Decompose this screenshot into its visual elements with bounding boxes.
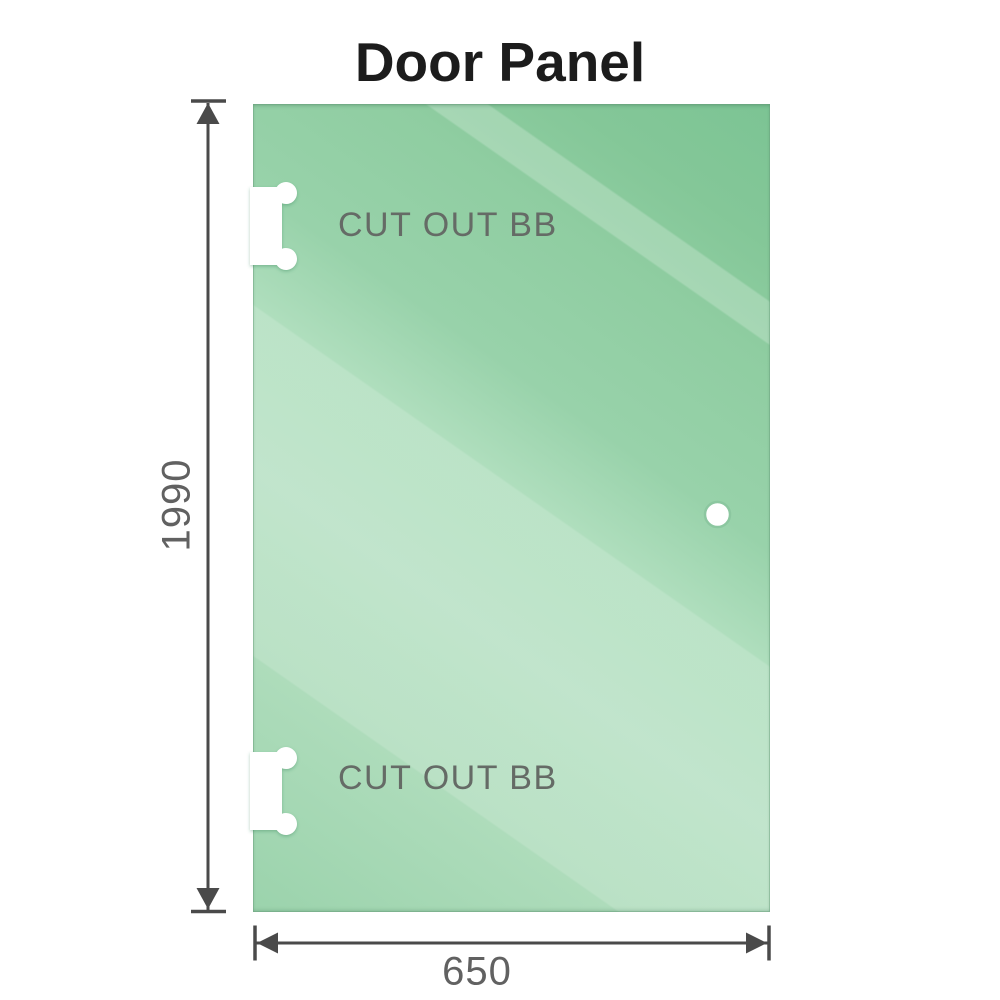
hinge-cutout-bottom bbox=[250, 747, 297, 835]
height-dim-arrow-down bbox=[196, 888, 220, 909]
page-title: Door Panel bbox=[354, 31, 646, 93]
width-dim-label: 650 bbox=[442, 949, 512, 994]
height-dimension bbox=[191, 99, 226, 914]
width-dim-arrow-left bbox=[257, 932, 278, 954]
height-dim-arrow-up bbox=[196, 103, 220, 124]
handle-hole bbox=[703, 500, 732, 529]
width-dim-arrow-right bbox=[746, 932, 767, 954]
width-dimension bbox=[253, 925, 771, 961]
height-dim-label: 1990 bbox=[154, 458, 199, 552]
hinge-cutout-top bbox=[250, 182, 297, 270]
door-panel-glass bbox=[253, 104, 770, 912]
cutout-label-top: CUT OUT BB bbox=[338, 206, 558, 244]
cutout-label-bottom: CUT OUT BB bbox=[338, 759, 558, 797]
